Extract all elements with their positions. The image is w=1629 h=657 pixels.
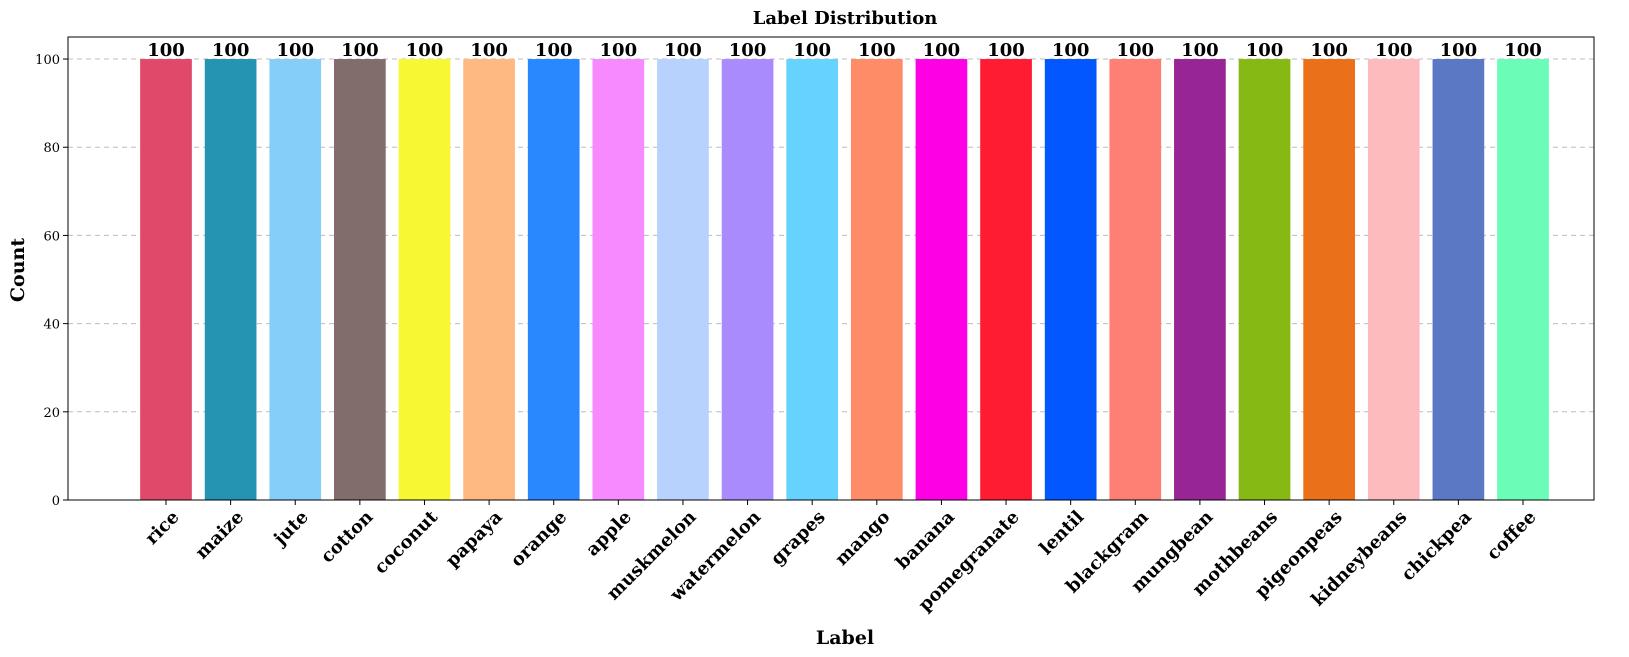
data-label-pomegranate: 100: [987, 40, 1025, 61]
bar-grapes: [786, 59, 839, 501]
x-tick-label-chickpea: chickpea: [1397, 506, 1476, 585]
bar-maize: [204, 59, 257, 501]
x-tick-label-lentil: lentil: [1036, 507, 1089, 560]
x-tick-label-grapes: grapes: [767, 507, 830, 570]
bar-kidneybeans: [1367, 59, 1420, 501]
data-label-jute: 100: [276, 40, 314, 61]
bar-rice: [140, 59, 192, 501]
data-label-maize: 100: [212, 40, 250, 61]
data-label-banana: 100: [923, 40, 961, 61]
x-tick-label-cotton: cotton: [317, 507, 378, 568]
data-label-mothbeans: 100: [1246, 40, 1284, 61]
x-axis-label: Label: [816, 627, 874, 649]
data-label-coffee: 100: [1504, 40, 1542, 61]
x-tick-label-rice: rice: [141, 507, 183, 549]
data-label-lentil: 100: [1052, 40, 1090, 61]
x-tick-label-maize: maize: [191, 507, 248, 564]
data-label-mungbean: 100: [1181, 40, 1219, 61]
bar-jute: [269, 59, 322, 501]
data-label-mango: 100: [858, 40, 896, 61]
y-tick-label: 40: [43, 318, 60, 333]
x-tick-label-papaya: papaya: [442, 506, 507, 571]
data-label-blackgram: 100: [1116, 40, 1154, 61]
x-tick-label-orange: orange: [507, 507, 572, 572]
y-axis-label: Count: [7, 238, 29, 302]
bar-papaya: [463, 59, 515, 501]
bar-cotton: [334, 59, 386, 501]
y-tick-label: 100: [35, 53, 60, 68]
bar-series: [140, 59, 1549, 501]
bar-apple: [592, 59, 645, 501]
plot-area-frame: [67, 36, 1595, 501]
x-tick-label-coconut: coconut: [370, 506, 442, 578]
data-label-kidneybeans: 100: [1375, 40, 1413, 61]
data-label-watermelon: 100: [729, 40, 767, 61]
data-label-coconut: 100: [406, 40, 444, 61]
bar-muskmelon: [657, 59, 709, 501]
bar-mothbeans: [1238, 59, 1291, 501]
data-label-cotton: 100: [341, 40, 379, 61]
data-label-muskmelon: 100: [664, 40, 702, 61]
data-label-rice: 100: [147, 40, 185, 61]
bar-mango: [850, 59, 903, 501]
x-tick-label-mango: mango: [831, 507, 894, 570]
data-label-papaya: 100: [470, 40, 508, 61]
data-labels: 100 100 100 100 100 100 100 100 100 100 100 100 100 1…: [147, 40, 1542, 61]
y-tick-label: 60: [43, 229, 60, 244]
x-tick-label-apple: apple: [582, 507, 636, 561]
bar-orange: [527, 59, 580, 501]
y-tick-label: 80: [43, 141, 60, 156]
bar-mungbean: [1174, 59, 1226, 501]
y-tick-label: 0: [52, 494, 60, 509]
chart-title: Label Distribution: [753, 8, 938, 29]
data-label-pigeonpeas: 100: [1310, 40, 1348, 61]
bar-lentil: [1044, 59, 1097, 501]
bar-chickpea: [1432, 59, 1485, 501]
data-label-apple: 100: [600, 40, 638, 61]
data-label-grapes: 100: [793, 40, 831, 61]
bar-coffee: [1497, 59, 1549, 501]
bar-watermelon: [721, 59, 774, 501]
bar-banana: [915, 59, 968, 501]
bar-blackgram: [1109, 59, 1162, 501]
y-tick-label: 20: [43, 406, 60, 421]
x-tick-label-banana: banana: [892, 506, 959, 573]
data-label-orange: 100: [535, 40, 573, 61]
bar-pomegranate: [980, 59, 1032, 501]
y-axis: 0 20 40 60 80 100: [35, 53, 68, 509]
bar-pigeonpeas: [1303, 59, 1355, 501]
data-label-chickpea: 100: [1440, 40, 1478, 61]
bar-coconut: [398, 59, 451, 501]
x-tick-label-coffee: coffee: [1483, 507, 1541, 565]
x-tick-label-jute: jute: [269, 507, 313, 551]
